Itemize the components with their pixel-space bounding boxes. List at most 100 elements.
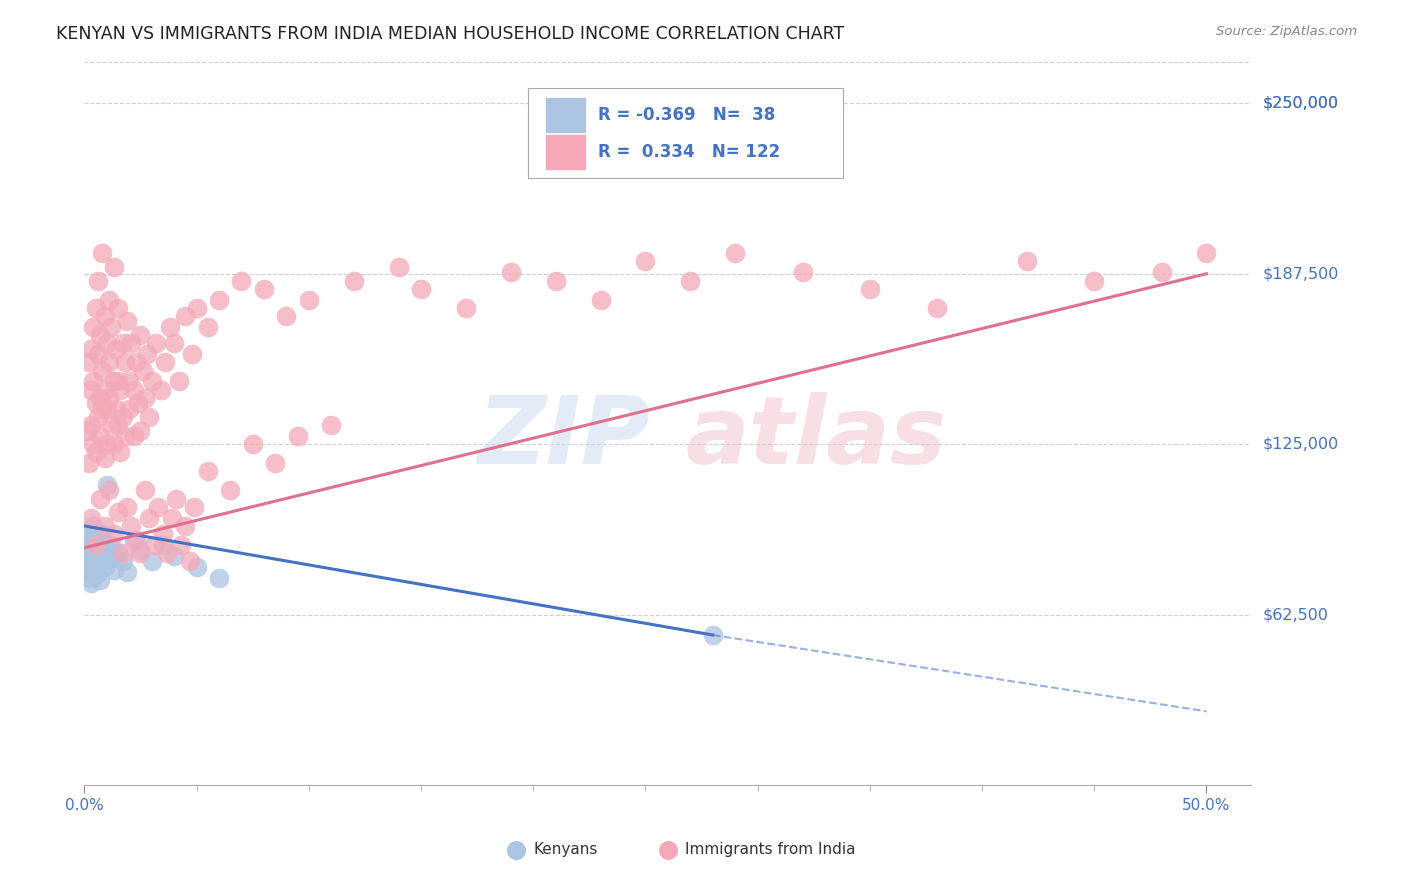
Point: [152, 527, 174, 541]
Point: [77, 571, 100, 585]
Point: [76, 546, 98, 560]
Point: [264, 456, 287, 470]
Point: [91, 246, 114, 260]
Point: [170, 538, 193, 552]
Point: [111, 336, 134, 351]
Point: [499, 265, 522, 279]
Point: [679, 274, 702, 288]
Point: [129, 543, 152, 558]
Point: [125, 355, 148, 369]
Point: [84, 568, 107, 582]
Point: [186, 559, 208, 574]
Point: [89, 391, 111, 405]
FancyBboxPatch shape: [546, 96, 586, 133]
Point: [103, 437, 125, 451]
Point: [208, 293, 231, 307]
Point: [89, 328, 111, 343]
Point: [387, 260, 409, 274]
Point: [89, 491, 111, 506]
Text: ZIP: ZIP: [478, 392, 651, 484]
Point: [121, 519, 143, 533]
Point: [179, 554, 201, 568]
Text: R =  0.334   N= 122: R = 0.334 N= 122: [598, 143, 780, 161]
Point: [148, 500, 170, 514]
Point: [76, 566, 98, 580]
Point: [80, 559, 103, 574]
Point: [107, 418, 129, 433]
Point: [98, 355, 121, 369]
FancyBboxPatch shape: [546, 134, 586, 170]
Point: [100, 319, 122, 334]
Point: [197, 319, 219, 334]
Point: [219, 483, 242, 498]
Point: [141, 554, 163, 568]
Point: [121, 336, 143, 351]
Point: [859, 282, 882, 296]
Point: [93, 519, 115, 533]
Point: [91, 401, 114, 416]
Point: [84, 396, 107, 410]
Point: [80, 538, 103, 552]
Point: [82, 375, 104, 389]
Point: [110, 445, 132, 459]
Point: [134, 391, 156, 405]
Point: [93, 559, 115, 574]
Point: [77, 533, 100, 547]
Point: [129, 328, 152, 343]
Point: [287, 429, 309, 443]
Point: [159, 319, 181, 334]
Text: KENYAN VS IMMIGRANTS FROM INDIA MEDIAN HOUSEHOLD INCOME CORRELATION CHART: KENYAN VS IMMIGRANTS FROM INDIA MEDIAN H…: [56, 25, 845, 43]
Point: [111, 546, 134, 560]
Point: [111, 409, 134, 424]
Point: [321, 418, 343, 433]
Point: [114, 355, 136, 369]
Point: [98, 483, 121, 498]
Point: [91, 363, 114, 377]
Point: [122, 383, 145, 397]
Text: $250,000: $250,000: [1263, 95, 1339, 111]
Point: [96, 478, 118, 492]
Point: [208, 571, 231, 585]
Point: [634, 254, 657, 268]
Point: [149, 383, 172, 397]
Text: $125,000: $125,000: [1263, 437, 1339, 451]
Point: [87, 409, 110, 424]
Point: [82, 437, 104, 451]
Point: [77, 355, 100, 369]
Point: [110, 383, 132, 397]
Point: [724, 246, 747, 260]
Point: [167, 375, 190, 389]
Point: [77, 456, 100, 470]
Point: [100, 538, 122, 552]
Point: [82, 519, 104, 533]
Point: [589, 293, 612, 307]
Point: [165, 491, 187, 506]
Point: [409, 282, 432, 296]
Point: [115, 500, 138, 514]
Point: [1015, 254, 1038, 268]
Point: [84, 301, 107, 315]
Point: [98, 551, 121, 566]
Point: [80, 418, 103, 433]
Point: [122, 533, 145, 547]
Point: [153, 355, 176, 369]
Point: [792, 265, 814, 279]
Point: [174, 519, 197, 533]
Point: [231, 274, 253, 288]
Point: [136, 347, 159, 361]
Point: [93, 450, 115, 465]
Point: [115, 566, 138, 580]
Point: [107, 505, 129, 519]
Text: $187,500: $187,500: [1263, 266, 1339, 281]
Text: Immigrants from India: Immigrants from India: [685, 842, 856, 857]
Point: [253, 282, 276, 296]
Point: [181, 347, 204, 361]
Point: [129, 546, 152, 560]
Point: [298, 293, 321, 307]
Point: [80, 510, 103, 524]
Point: [96, 543, 118, 558]
Point: [927, 301, 949, 315]
Point: [129, 424, 152, 438]
Point: [152, 538, 174, 552]
Point: [103, 563, 125, 577]
